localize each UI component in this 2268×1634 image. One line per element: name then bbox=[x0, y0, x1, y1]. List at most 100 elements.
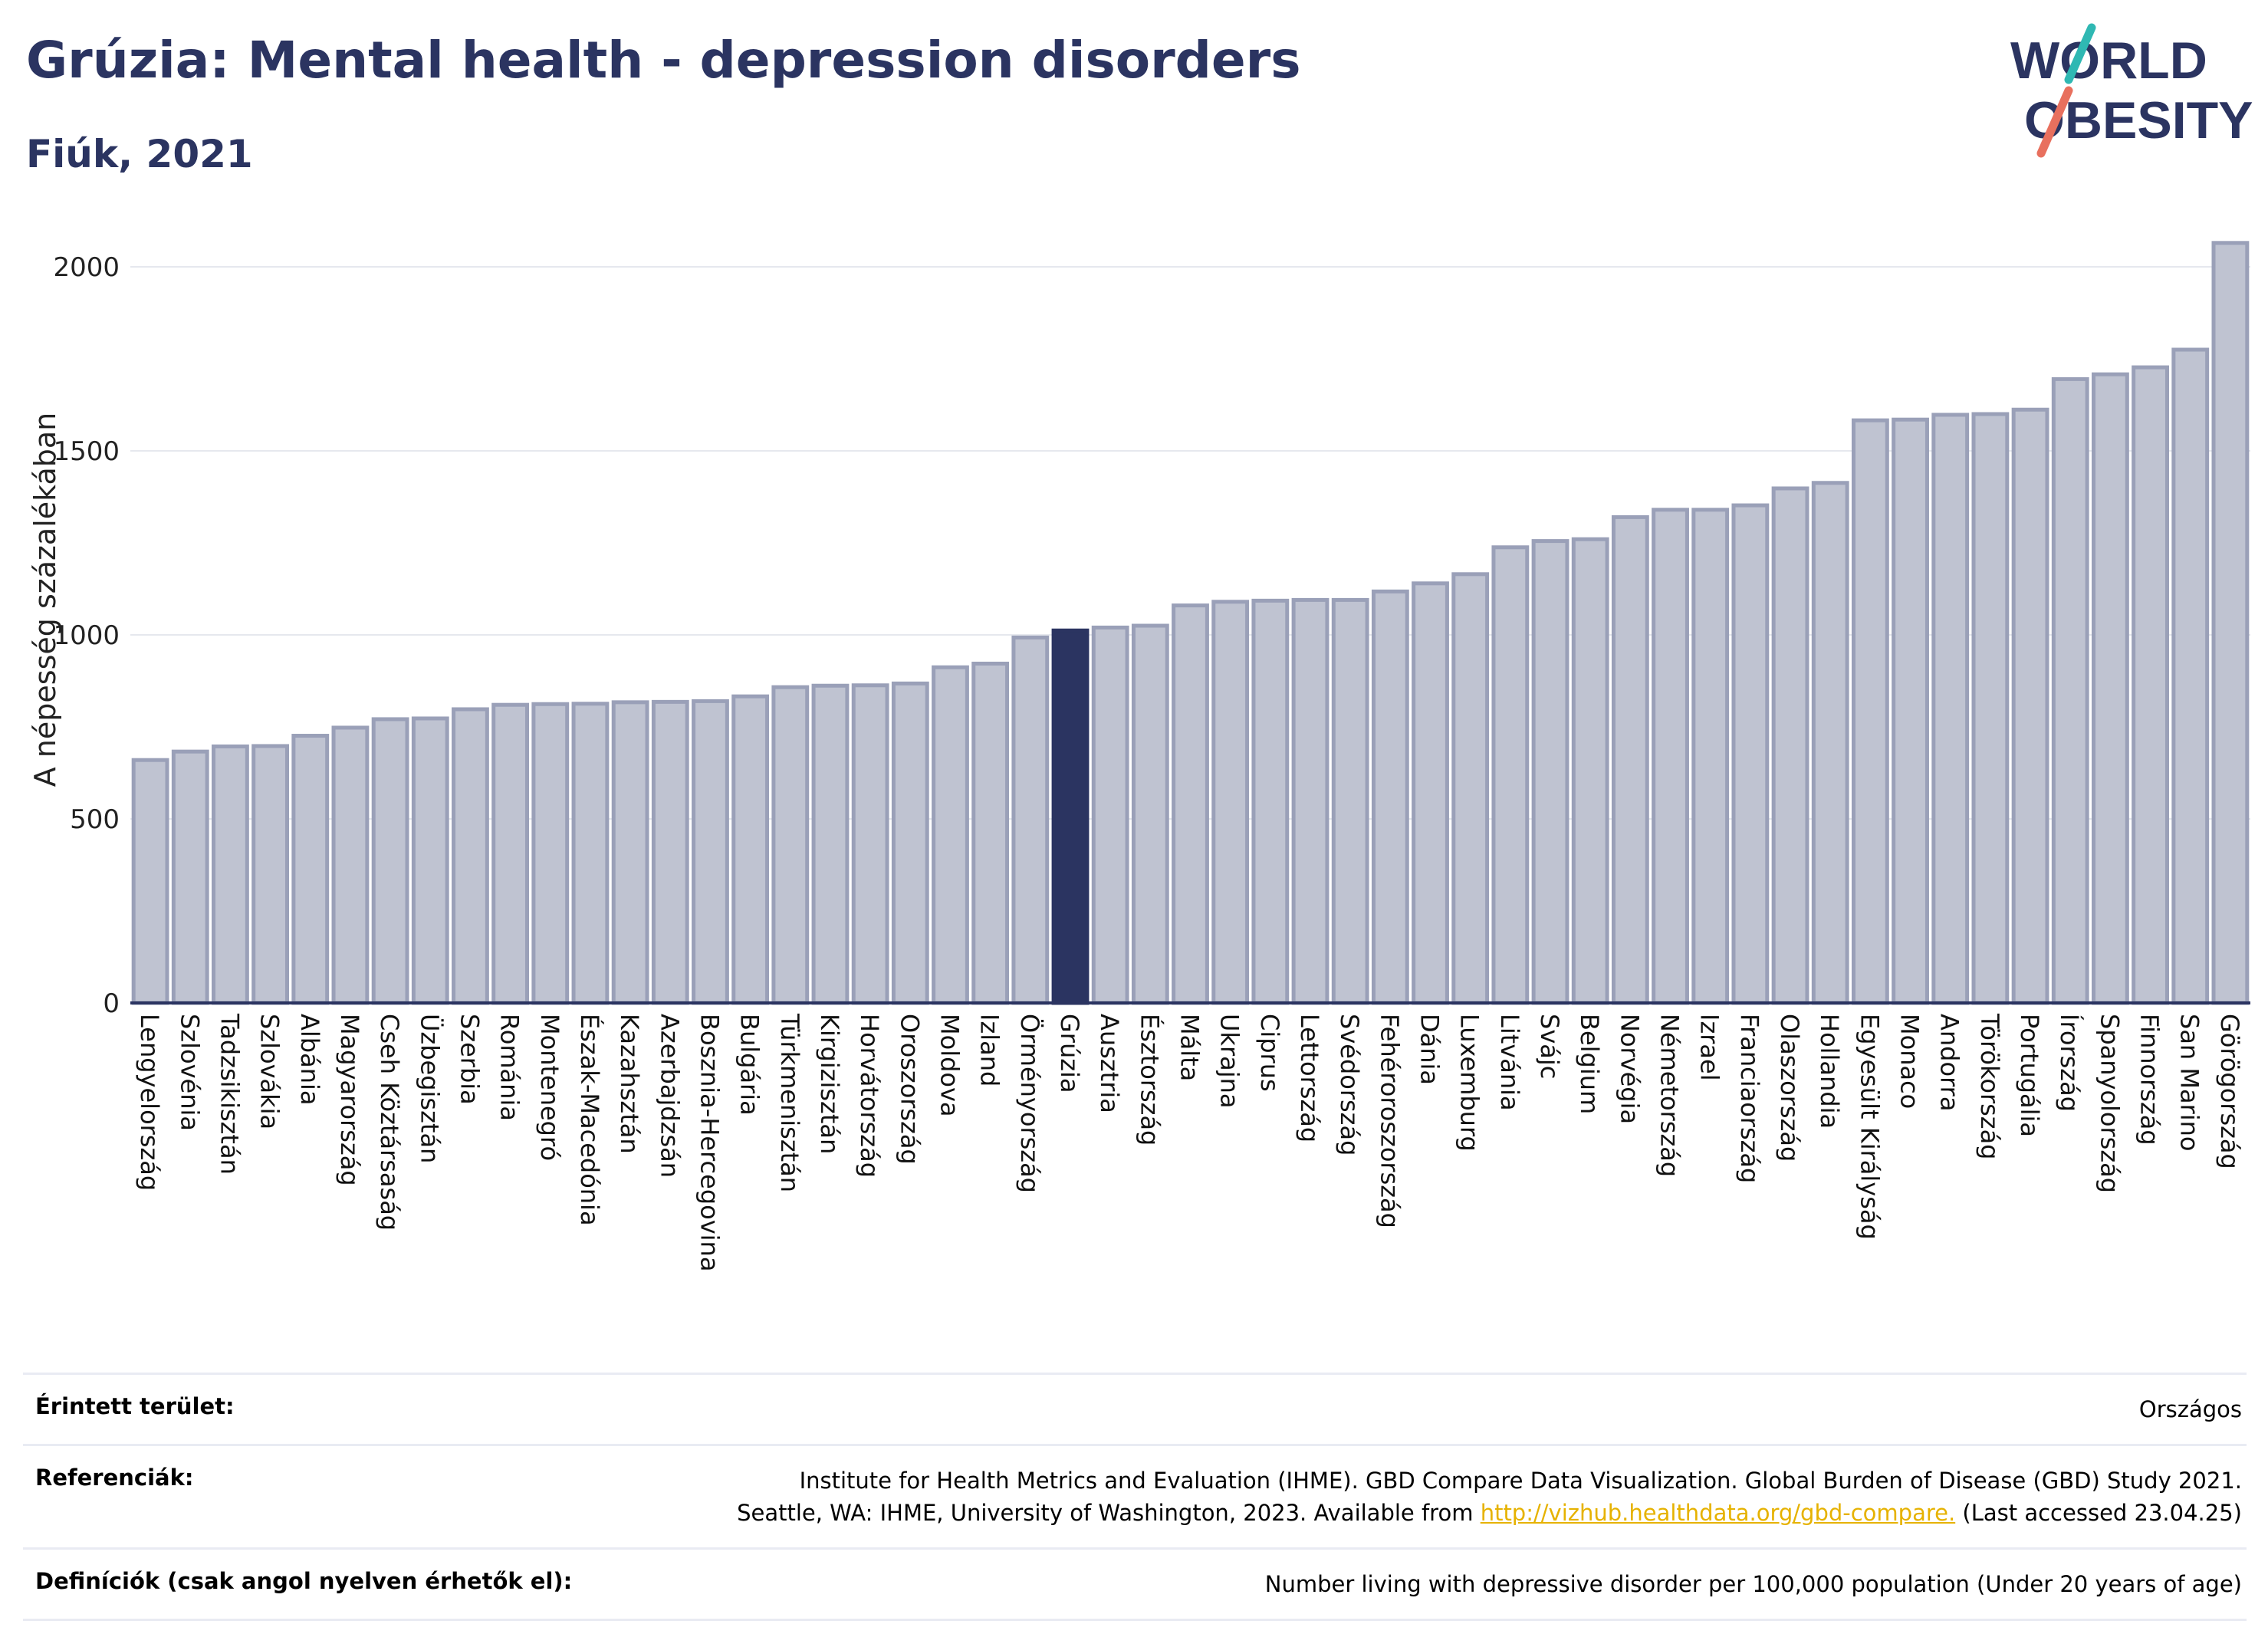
bar-dánia[interactable] bbox=[1412, 581, 1449, 1005]
bars bbox=[130, 241, 2250, 1005]
x-tick-label: Grúzia bbox=[1055, 1014, 1084, 1093]
bar-andorra[interactable] bbox=[1931, 413, 1970, 1005]
x-tick-label: Dánia bbox=[1415, 1014, 1445, 1085]
world-obesity-logo: WORLD OBESITY bbox=[2010, 23, 2253, 158]
x-tick-label: Olaszország bbox=[1775, 1014, 1804, 1162]
y-tick-label: 2000 bbox=[53, 252, 120, 283]
x-tick-label: Egyesült Királyság bbox=[1855, 1014, 1884, 1240]
bar-azerbajdzsán[interactable] bbox=[651, 699, 689, 1005]
bar-észak-macedónia[interactable] bbox=[571, 702, 610, 1005]
logo-accent-teal bbox=[2064, 23, 2096, 84]
chart-title: Grúzia: Mental health - depression disor… bbox=[26, 31, 1301, 90]
x-tick-label: Üzbegisztán bbox=[415, 1014, 444, 1163]
bar-svédország[interactable] bbox=[1331, 597, 1369, 1005]
bar-észtország[interactable] bbox=[1131, 623, 1169, 1005]
bar-egyesült-királyság[interactable] bbox=[1851, 418, 1889, 1005]
bar-fehéroroszország[interactable] bbox=[1371, 589, 1409, 1005]
x-tick-label: Lengyelország bbox=[135, 1014, 164, 1191]
bar-albánia[interactable] bbox=[291, 734, 330, 1005]
x-tick-label: Lettország bbox=[1295, 1014, 1324, 1142]
bar-ukrajna[interactable] bbox=[1211, 600, 1250, 1005]
reference-line-2-pre: Seattle, WA: IHME, University of Washing… bbox=[737, 1500, 1481, 1527]
x-tick-label: Görögország bbox=[2215, 1014, 2244, 1169]
bar-olaszország[interactable] bbox=[1771, 486, 1809, 1005]
bar-ausztria[interactable] bbox=[1091, 625, 1129, 1005]
bar-szlovénia[interactable] bbox=[171, 749, 209, 1005]
x-tick-label: Tadzsikisztán bbox=[215, 1013, 244, 1175]
bar-németország[interactable] bbox=[1652, 508, 1689, 1005]
bar-portugália[interactable] bbox=[2011, 407, 2049, 1005]
x-tick-label: Kazahsztán bbox=[615, 1014, 644, 1154]
bar-litvánia[interactable] bbox=[1491, 545, 1530, 1005]
bar-írország[interactable] bbox=[2051, 376, 2089, 1005]
bar-üzbegisztán[interactable] bbox=[411, 716, 449, 1005]
bar-szerbia[interactable] bbox=[452, 707, 489, 1005]
bar-luxemburg[interactable] bbox=[1451, 572, 1490, 1005]
bar-lengyelország[interactable] bbox=[131, 758, 169, 1005]
bar-moldova[interactable] bbox=[932, 665, 969, 1005]
bar-törökország[interactable] bbox=[1971, 412, 2010, 1005]
bar-belgium[interactable] bbox=[1571, 537, 1609, 1005]
bar-chart: 0 500 1000 1500 2000 Lengyelország Szlovénia T… bbox=[28, 241, 2250, 1271]
bar-spanyolország[interactable] bbox=[2091, 372, 2129, 1005]
x-tick-label: Türkmenisztán bbox=[775, 1013, 804, 1192]
bar-bosznia-hercegovina[interactable] bbox=[692, 699, 729, 1005]
bar-görögország[interactable] bbox=[2211, 241, 2250, 1005]
bar-örményország[interactable] bbox=[1011, 635, 1050, 1005]
x-tick-label: Németország bbox=[1655, 1014, 1685, 1177]
bar-türkmenisztán[interactable] bbox=[771, 685, 810, 1005]
references-value: Institute for Health Metrics and Evaluat… bbox=[737, 1465, 2247, 1529]
bar-kirgizisztán[interactable] bbox=[811, 683, 850, 1005]
bar-franciaország[interactable] bbox=[1731, 503, 1770, 1005]
bar-oroszország[interactable] bbox=[891, 681, 929, 1005]
bar-monaco[interactable] bbox=[1892, 417, 1929, 1005]
bar-románia[interactable] bbox=[491, 702, 530, 1005]
bar-bulgária[interactable] bbox=[731, 694, 770, 1005]
x-tick-label: Bosznia-Hercegovina bbox=[695, 1014, 724, 1271]
x-tick-label: Ukrajna bbox=[1215, 1014, 1244, 1109]
x-tick-label: Románia bbox=[495, 1014, 524, 1121]
x-tick-label: Szlovénia bbox=[175, 1014, 204, 1131]
bar-cseh-köztársaság[interactable] bbox=[371, 717, 409, 1005]
bar-horvátország[interactable] bbox=[851, 683, 889, 1005]
y-tick-label: 0 bbox=[103, 988, 120, 1019]
x-tick-label: Horvátország bbox=[855, 1014, 884, 1178]
bar-szlovákia[interactable] bbox=[251, 744, 290, 1005]
bar-san-marino[interactable] bbox=[2171, 347, 2210, 1005]
x-tick-label: Albánia bbox=[295, 1014, 324, 1105]
x-tick-label: Magyarország bbox=[335, 1014, 364, 1186]
x-tick-label: Portugália bbox=[2015, 1014, 2044, 1137]
x-tick-label: Észak-Macedónia bbox=[575, 1014, 604, 1226]
x-tick-label: San Marino bbox=[2175, 1014, 2204, 1152]
bar-tadzsikisztán[interactable] bbox=[212, 744, 249, 1005]
bar-grúzia[interactable] bbox=[1051, 628, 1090, 1005]
footer-definitions-row: Definíciók (csak angol nyelven érhetők e… bbox=[23, 1547, 2247, 1622]
bar-montenegró[interactable] bbox=[531, 702, 570, 1005]
y-axis-title: A népesség százalékában bbox=[28, 413, 62, 787]
references-label: Referenciák: bbox=[35, 1465, 194, 1491]
bar-finnország[interactable] bbox=[2132, 365, 2169, 1005]
bar-hollandia[interactable] bbox=[1811, 481, 1849, 1005]
reference-link[interactable]: http://vizhub.healthdata.org/gbd-compare… bbox=[1480, 1500, 1956, 1527]
bar-izrael[interactable] bbox=[1691, 508, 1730, 1005]
bar-lettország[interactable] bbox=[1291, 597, 1330, 1005]
x-tick-label: Bulgária bbox=[735, 1014, 764, 1116]
bar-izland[interactable] bbox=[971, 661, 1010, 1005]
bar-norvégia[interactable] bbox=[1611, 515, 1649, 1005]
x-tick-label: Oroszország bbox=[895, 1014, 924, 1165]
x-tick-label: Azerbajdzsán bbox=[655, 1014, 684, 1178]
area-label: Érintett terület: bbox=[35, 1393, 235, 1419]
x-tick-label: Örményország bbox=[1015, 1014, 1044, 1193]
x-tick-label: Szerbia bbox=[455, 1014, 484, 1105]
x-tick-label: Ciprus bbox=[1255, 1014, 1284, 1092]
bar-magyarország[interactable] bbox=[331, 725, 370, 1005]
x-tick-label: Szlovákia bbox=[255, 1014, 284, 1129]
bar-ciprus[interactable] bbox=[1251, 598, 1290, 1005]
bar-svájc[interactable] bbox=[1531, 539, 1570, 1005]
bar-kazahsztán[interactable] bbox=[611, 700, 649, 1005]
x-tick-label: Ausztria bbox=[1095, 1014, 1124, 1113]
definitions-label: Definíciók (csak angol nyelven érhetők e… bbox=[35, 1568, 573, 1595]
x-tick-label: Spanyolország bbox=[2095, 1014, 2124, 1193]
x-tick-label: Moldova bbox=[935, 1014, 964, 1117]
bar-málta[interactable] bbox=[1172, 603, 1209, 1005]
